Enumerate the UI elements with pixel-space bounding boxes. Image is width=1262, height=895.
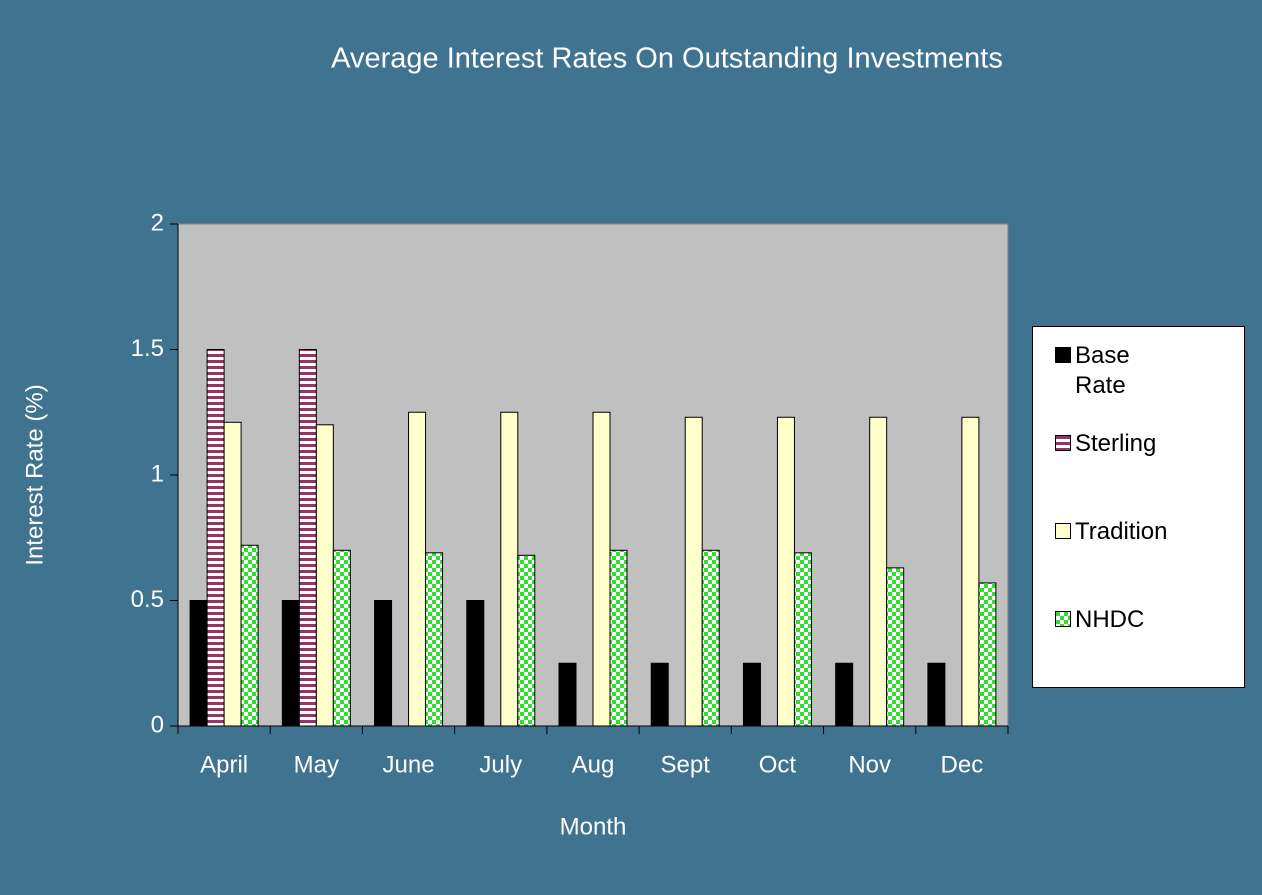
bar [425, 552, 444, 727]
legend-item: Sterling [1055, 429, 1234, 517]
bar [592, 411, 611, 727]
y-tick-label: 1.5 [131, 335, 164, 362]
bar [315, 424, 334, 727]
bar [466, 600, 485, 727]
bar [978, 582, 997, 727]
bar [223, 421, 242, 727]
x-tick-label: July [479, 751, 522, 778]
x-tick-label: April [200, 751, 248, 778]
bar [793, 552, 812, 727]
legend-label: NHDC [1075, 606, 1145, 633]
bar [650, 662, 669, 727]
x-tick-label: June [383, 751, 435, 778]
legend-swatch [1055, 523, 1071, 539]
bar [189, 600, 208, 727]
y-tick-label: 2 [151, 209, 164, 236]
bar [869, 416, 888, 727]
x-tick-label: Sept [661, 751, 711, 778]
bar [684, 416, 703, 727]
legend-label: Tradition [1075, 518, 1168, 545]
bar [281, 600, 300, 727]
chart-title: Average Interest Rates On Outstanding In… [331, 43, 1003, 75]
x-tick-label: May [294, 751, 339, 778]
bar [298, 349, 317, 727]
legend-item: NHDC [1055, 605, 1234, 693]
legend-swatch [1055, 347, 1071, 363]
x-axis-label: Month [560, 813, 627, 840]
y-tick-label: 0 [151, 711, 164, 738]
bar [240, 544, 259, 727]
bar [408, 411, 427, 727]
bar [206, 349, 225, 727]
bar [517, 554, 536, 727]
legend-item: Base Rate [1055, 341, 1234, 429]
y-tick-label: 0.5 [131, 586, 164, 613]
y-axis-label: Interest Rate (%) [21, 384, 48, 565]
bar [776, 416, 795, 727]
bar [742, 662, 761, 727]
bar [332, 549, 351, 727]
y-tick-label: 1 [151, 460, 164, 487]
x-tick-label: Nov [848, 751, 891, 778]
bar [701, 549, 720, 727]
bar [927, 662, 946, 727]
legend-label: Base Rate [1075, 342, 1130, 399]
bar [374, 600, 393, 727]
bar [558, 662, 577, 727]
x-tick-label: Aug [572, 751, 615, 778]
legend-label: Sterling [1075, 430, 1157, 457]
x-tick-label: Dec [941, 751, 984, 778]
bar [886, 567, 905, 727]
legend: Base Rate Sterling Tradition NHDC [1032, 326, 1245, 688]
legend-item: Tradition [1055, 517, 1234, 605]
legend-swatch [1055, 435, 1071, 451]
bar [500, 411, 519, 727]
bar [835, 662, 854, 727]
legend-swatch [1055, 611, 1071, 627]
bar [961, 416, 980, 727]
bar [609, 549, 628, 727]
x-tick-label: Oct [759, 751, 797, 778]
